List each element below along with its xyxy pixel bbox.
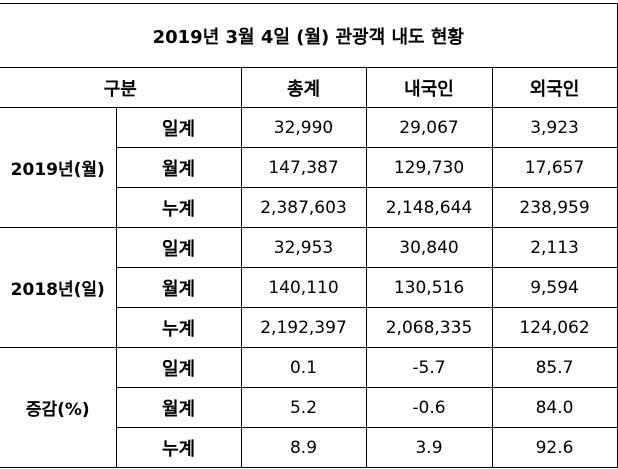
value-foreign: 84.0 [491,387,618,428]
value-foreign: 85.7 [491,347,618,388]
value-total: 140,110 [240,267,367,308]
value-domestic: 2,148,644 [365,187,493,228]
value-foreign: 17,657 [491,147,618,188]
value-domestic: 29,067 [365,107,493,148]
header-domestic: 내국인 [365,67,493,108]
row-label: 일계 [115,347,242,388]
row-label: 일계 [115,107,242,148]
value-domestic: 130,516 [365,267,493,308]
table-row: 월계 147,387 129,730 17,657 [0,147,618,188]
header-category: 구분 [0,67,242,108]
value-total: 5.2 [240,387,367,428]
value-foreign: 2,113 [491,227,618,268]
row-label: 누계 [115,187,242,228]
value-total: 32,953 [240,227,367,268]
value-total: 147,387 [240,147,367,188]
table-row: 누계 2,192,397 2,068,335 124,062 [0,307,618,348]
tourist-arrivals-table: 2019년 3월 4일 (월) 관광객 내도 현황 구분 총계 내국인 외국인 … [0,3,618,468]
row-label: 월계 [115,147,242,188]
group-label: 2018년(일) [0,227,117,348]
group-label: 2019년(월) [0,107,117,228]
value-domestic: 2,068,335 [365,307,493,348]
value-domestic: 3.9 [365,427,493,468]
value-foreign: 124,062 [491,307,618,348]
value-foreign: 9,594 [491,267,618,308]
value-total: 0.1 [240,347,367,388]
header-foreign: 외국인 [491,67,618,108]
table-row: 2019년(월) 일계 32,990 29,067 3,923 [0,107,618,228]
group-label: 증감(%) [0,347,117,468]
table-row: 누계 2,387,603 2,148,644 238,959 [0,187,618,228]
value-total: 2,387,603 [240,187,367,228]
value-total: 8.9 [240,427,367,468]
table-row: 누계 8.9 3.9 92.6 [0,427,618,468]
table-row: 증감(%) 일계 0.1 -5.7 85.7 [0,347,618,468]
table-row: 2018년(일) 일계 32,953 30,840 2,113 [0,227,618,348]
value-total: 2,192,397 [240,307,367,348]
value-foreign: 238,959 [491,187,618,228]
header-total: 총계 [240,67,367,108]
value-foreign: 3,923 [491,107,618,148]
value-domestic: 30,840 [365,227,493,268]
title-row: 2019년 3월 4일 (월) 관광객 내도 현황 [0,3,618,68]
table-row: 월계 140,110 130,516 9,594 [0,267,618,308]
value-domestic: -5.7 [365,347,493,388]
value-domestic: -0.6 [365,387,493,428]
row-label: 누계 [115,427,242,468]
header-row: 구분 총계 내국인 외국인 [0,67,618,108]
value-domestic: 129,730 [365,147,493,188]
value-foreign: 92.6 [491,427,618,468]
table-title: 2019년 3월 4일 (월) 관광객 내도 현황 [0,3,618,68]
row-label: 월계 [115,387,242,428]
row-label: 누계 [115,307,242,348]
row-label: 일계 [115,227,242,268]
row-label: 월계 [115,267,242,308]
value-total: 32,990 [240,107,367,148]
